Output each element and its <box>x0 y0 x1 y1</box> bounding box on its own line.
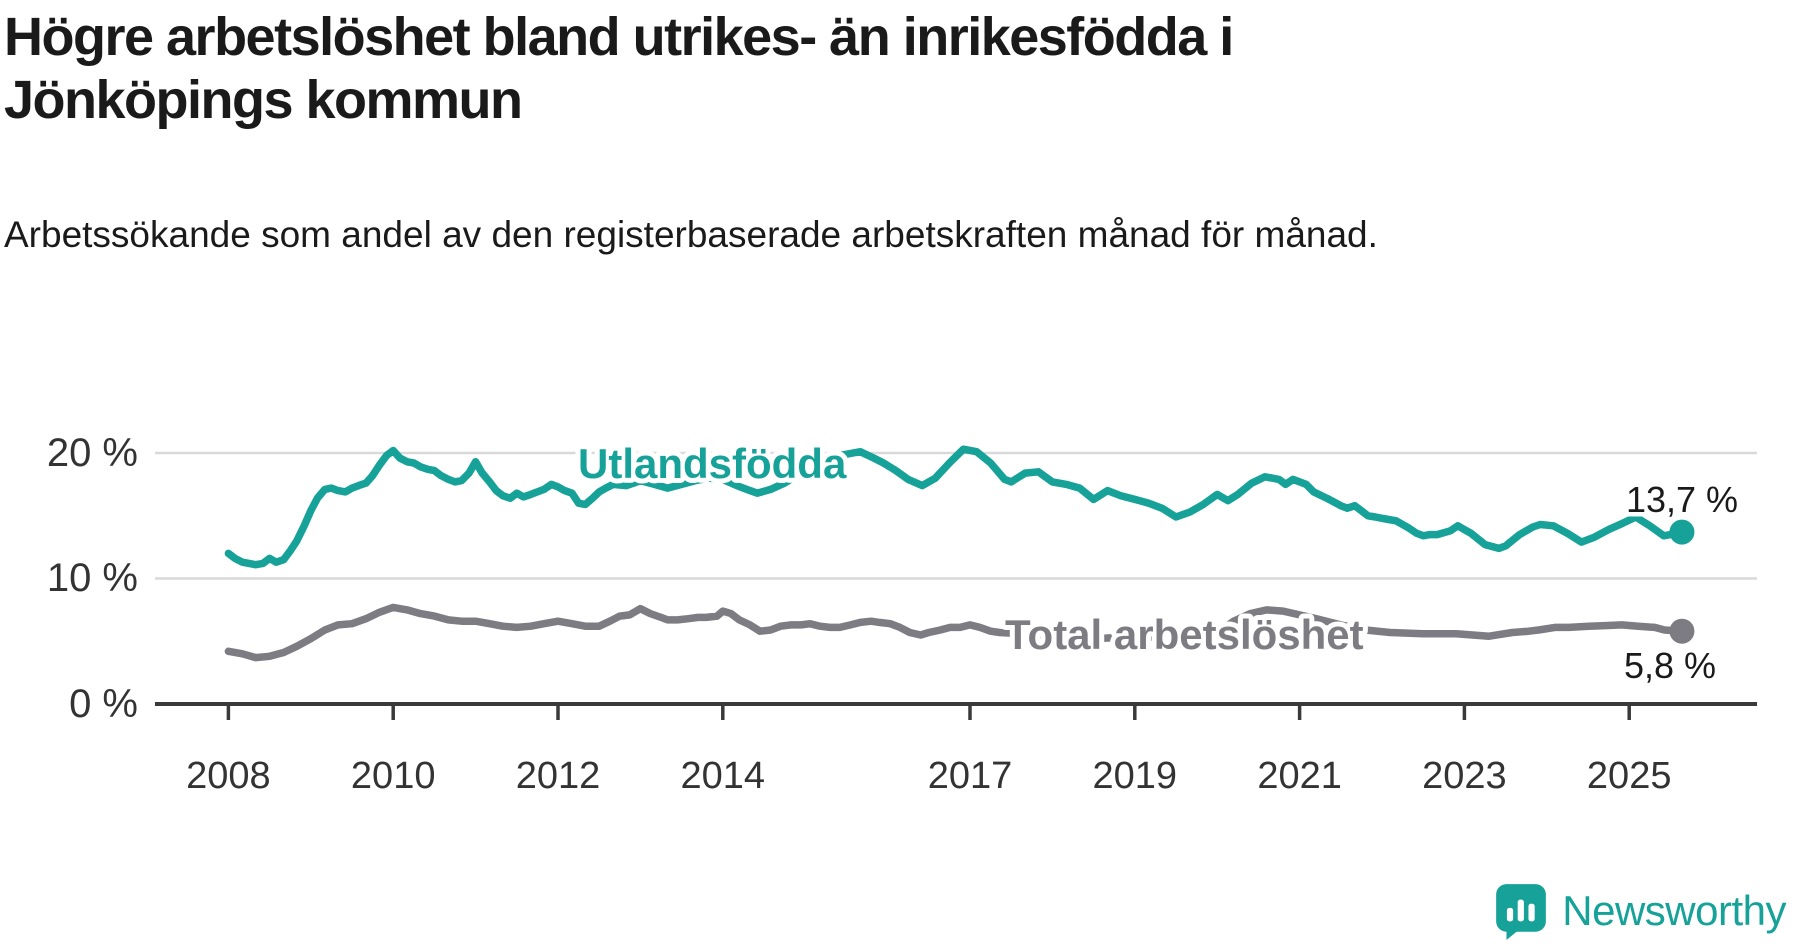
series-lines <box>224 445 1695 662</box>
gridlines <box>155 451 1757 580</box>
y-tick-label-0: 0 % <box>69 682 138 726</box>
series-label-total-arbetsloshet: Total arbetslöshet <box>1005 611 1364 658</box>
end-dot-total-arbetsloshet <box>1669 618 1695 644</box>
x-tick-label-2023: 2023 <box>1422 755 1507 797</box>
x-tick-label-2019: 2019 <box>1093 755 1178 797</box>
series-label-utlandsfodda: Utlandsfödda <box>578 440 847 487</box>
line-utlandsfodda <box>224 445 1686 569</box>
x-tick-label-2025: 2025 <box>1587 755 1672 797</box>
newsworthy-logo: Newsworthy <box>1494 882 1786 940</box>
end-dot-utlandsfodda <box>1669 519 1695 545</box>
y-tick-label-20: 20 % <box>47 431 138 475</box>
x-tick-label-2010: 2010 <box>351 755 436 797</box>
end-value-label-total: 5,8 % <box>1624 645 1716 686</box>
x-tick-label-2008: 2008 <box>186 755 271 797</box>
x-tick-label-2012: 2012 <box>516 755 601 797</box>
page-title: Högre arbetslöshet bland utrikes- än inr… <box>4 7 1234 131</box>
line-total-arbetsloshet <box>224 603 1686 662</box>
x-tick-label-2021: 2021 <box>1257 755 1342 797</box>
newsworthy-brand-text: Newsworthy <box>1562 887 1786 934</box>
x-axis: 2008 2010 2012 2014 2017 2019 2021 2023 2025 <box>155 702 1757 797</box>
page-subtitle: Arbetssökande som andel av den registerb… <box>4 214 1378 255</box>
x-tick-label-2014: 2014 <box>681 755 766 797</box>
x-tick-label-2017: 2017 <box>928 755 1013 797</box>
newsworthy-logo-icon <box>1496 884 1547 940</box>
end-value-label-utlandsfodda: 13,7 % <box>1626 479 1738 520</box>
y-tick-label-10: 10 % <box>47 556 138 600</box>
